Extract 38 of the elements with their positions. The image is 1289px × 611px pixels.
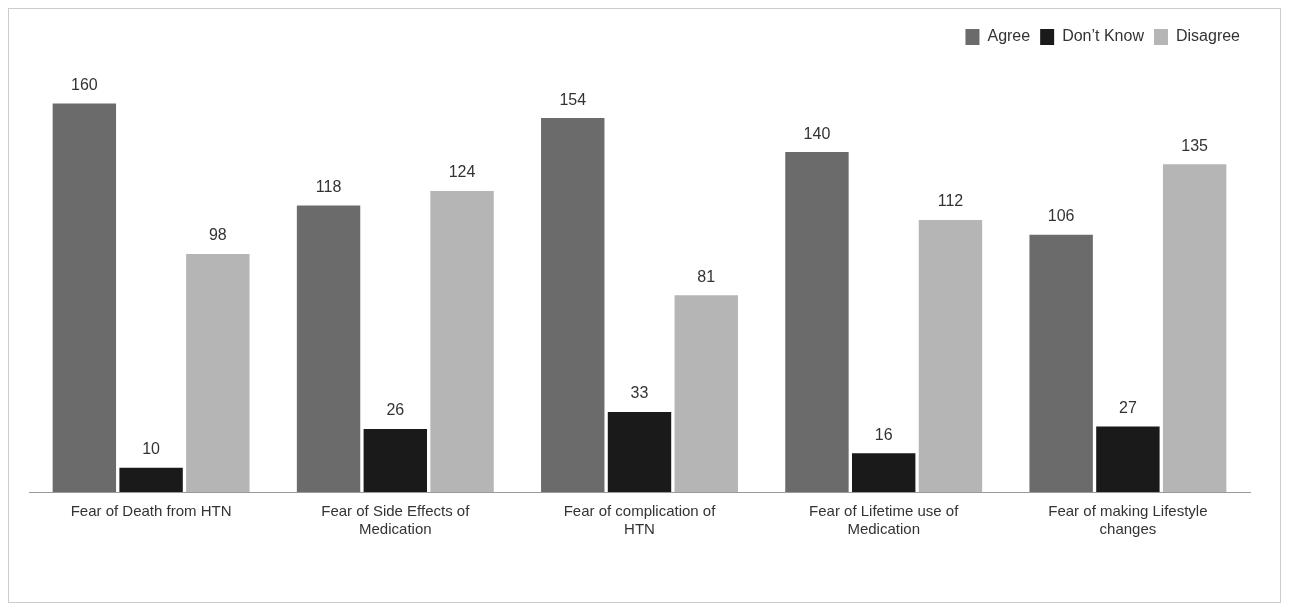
bar [1096, 426, 1160, 492]
data-label: 98 [208, 226, 227, 244]
x-tick-label: Fear of complication of HTN [563, 502, 717, 538]
bar [918, 220, 983, 492]
legend-label: Disagree [1175, 27, 1241, 45]
x-tick-label: Fear of Death from HTN [70, 502, 232, 520]
data-label: 160 [71, 75, 98, 93]
bar [674, 295, 738, 492]
legend-label: Agree [987, 27, 1031, 45]
data-label: 140 [803, 124, 831, 142]
bar [607, 411, 672, 492]
data-label: 124 [448, 163, 476, 181]
x-tick-label: Fear of Lifetime use of Medication [809, 502, 960, 538]
data-label: 118 [315, 177, 342, 195]
data-label: 33 [630, 384, 649, 402]
bar [541, 118, 605, 492]
bar [852, 453, 916, 492]
data-label: 10 [142, 440, 161, 458]
data-label: 26 [386, 401, 405, 419]
data-label: 81 [697, 267, 716, 285]
bar [363, 428, 428, 492]
data-label: 135 [1181, 136, 1209, 154]
data-label: 16 [874, 425, 893, 443]
data-label: 27 [1119, 398, 1137, 416]
data-label: 112 [937, 192, 964, 210]
bar [119, 467, 183, 492]
data-label: 106 [1047, 207, 1075, 225]
bar [52, 103, 117, 492]
x-tick-label: Fear of Side Effects of Medication [321, 502, 471, 538]
bar [186, 254, 250, 492]
bar [785, 152, 849, 492]
bar [430, 190, 494, 492]
data-label: 154 [559, 90, 587, 108]
bar [1162, 164, 1227, 492]
bar [296, 205, 361, 492]
x-tick-label: Fear of making Lifestyle changes [1048, 502, 1208, 538]
bar [1029, 234, 1093, 492]
legend-label: Don’t Know [1062, 27, 1145, 45]
